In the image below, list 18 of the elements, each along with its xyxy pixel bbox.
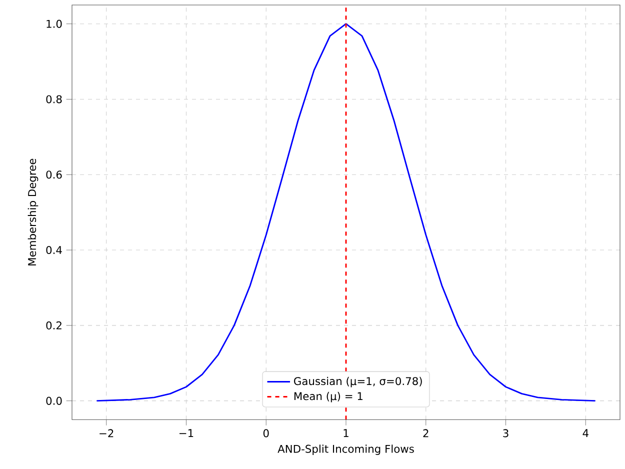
x-tick-label: 1 xyxy=(344,429,348,437)
legend-label: Gaussian (μ=1, σ=0.78) xyxy=(294,376,422,388)
x-tick-label: 3 xyxy=(503,429,508,438)
x-tick-label: 2 xyxy=(423,429,428,438)
y-tick-label: 0.0 xyxy=(46,396,62,405)
x-tick-label: −2 xyxy=(100,429,114,438)
y-tick-label: 0.4 xyxy=(46,246,62,254)
x-tick-label: 0 xyxy=(263,429,269,438)
x-tick-label: 4 xyxy=(582,429,588,437)
y-tick-label: 1.0 xyxy=(46,20,62,28)
y-tick-label: 0.8 xyxy=(46,95,62,104)
y-tick-label: 0.2 xyxy=(46,321,62,330)
y-axis-title: Membership Degree xyxy=(28,158,38,266)
x-axis-title: AND-Split Incoming Flows xyxy=(278,444,414,455)
ref-line-label: Mean (μ) = 1 xyxy=(294,392,362,402)
y-tick-label: 0.6 xyxy=(46,170,62,179)
x-tick-label: −1 xyxy=(180,429,194,437)
line-series xyxy=(96,23,596,402)
